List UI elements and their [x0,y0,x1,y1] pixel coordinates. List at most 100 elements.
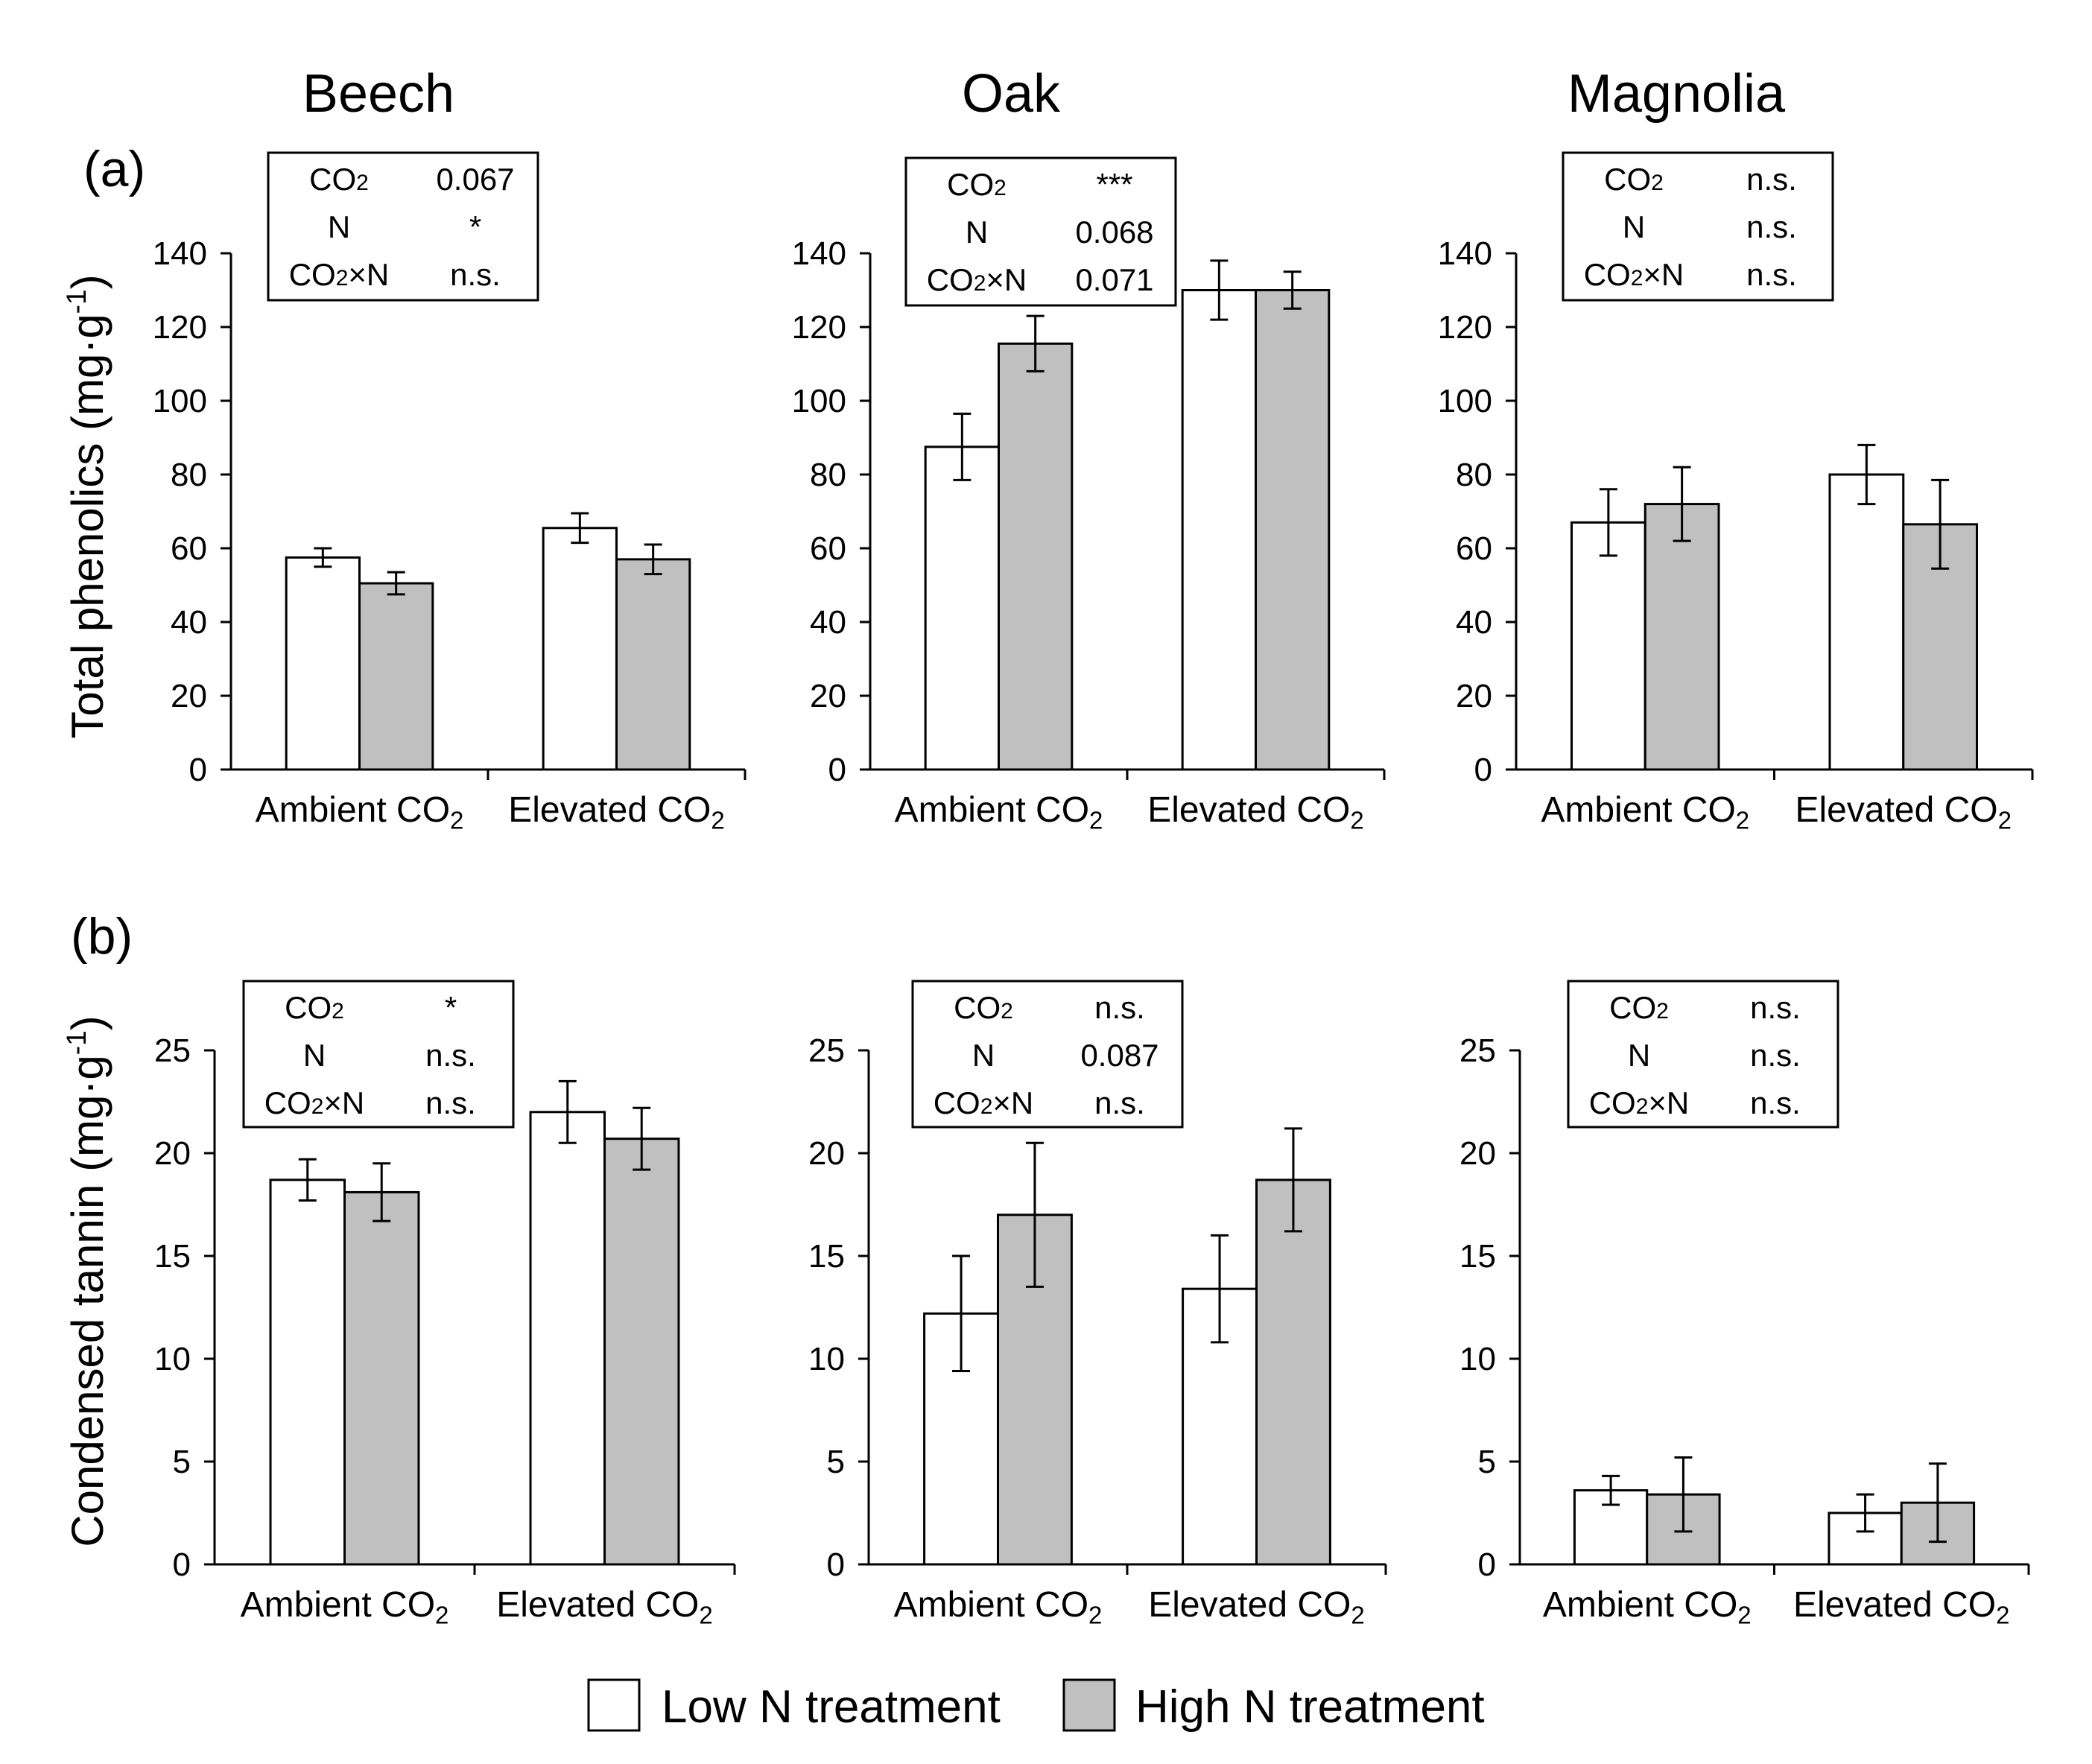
y-tick-label: 120 [153,309,207,346]
x-category-label: Elevated CO2 [496,1585,713,1629]
y-tick-label: 80 [810,457,846,493]
y-tick-label: 15 [154,1238,191,1275]
y-tick-label: 40 [171,604,207,641]
bar-high-n-elevated [1255,289,1331,771]
species-title-beech: Beech [302,64,454,124]
panel-beech-b: 0 5 10 15 20 25 Ambient CO2 Elevated CO2 CO2 * N n.… [154,980,736,1629]
y-tick-label: 60 [810,530,846,567]
y-tick-label: 0 [828,752,846,788]
x-category-label: Elevated CO2 [1148,1585,1365,1629]
stats-value: 0.067 [436,162,514,197]
stats-value: n.s. [425,1038,476,1073]
stats-term: CO2 [1609,990,1669,1025]
stats-value: n.s. [425,1085,476,1120]
y-tick-label: 140 [792,235,846,272]
bar-high-n-ambient [343,1190,420,1566]
y-axis-title-condensed-tannin: Condensed tannin (mg·g-1) [61,1015,112,1546]
y-tick-label: 5 [1478,1444,1496,1480]
y-tick-label: 20 [810,678,846,714]
y-tick-label: 120 [792,309,846,346]
stats-term: N [328,209,350,244]
x-category-label: Ambient CO2 [256,790,464,834]
x-category-label: Elevated CO2 [1793,1585,2010,1629]
bar-high-n-elevated [615,558,691,771]
y-tick-label: 10 [1459,1341,1496,1377]
stats-box-frame [1567,980,1839,1129]
y-tick-label: 80 [171,457,207,493]
stats-value: *** [1096,167,1132,202]
stats-term: CO2 [947,167,1007,202]
stats-box: CO2 *** N 0.068 CO2×N 0.071 [904,156,1177,307]
x-category-label: Ambient CO2 [894,1585,1103,1629]
bar-low-n-ambient [1570,521,1646,771]
y-tick-label: 60 [171,530,207,567]
y-tick-label: 40 [810,604,846,641]
stats-value: n.s. [1746,257,1797,292]
stats-box: CO2 n.s. N 0.087 CO2×N n.s. [911,980,1184,1129]
y-tick-label: 0 [173,1546,191,1583]
stats-term: CO2×N [1589,1085,1690,1120]
stats-value: * [445,990,457,1025]
stats-term: CO2 [954,990,1013,1025]
stats-term: CO2×N [1584,257,1684,292]
y-tick-label: 20 [154,1135,191,1172]
x-category-label: Ambient CO2 [895,790,1103,834]
species-title-oak: Oak [962,64,1061,124]
stats-term: N [966,215,988,250]
stats-value: n.s. [1094,990,1145,1025]
stats-term: N [303,1038,326,1073]
panel-oak-a: 0 20 40 60 80 100 120 140 Ambient CO2 Elevated CO… [792,156,1386,834]
stats-term: CO2×N [289,257,390,292]
panel-oak-b: 0 5 10 15 20 25 Ambient CO2 Elevated CO2 CO2 n.s.… [808,980,1387,1629]
bar-high-n-ambient [998,342,1074,771]
y-tick-label: 25 [808,1032,845,1069]
y-tick-label: 20 [171,678,207,714]
stats-term: N [1623,209,1645,244]
y-tick-label: 10 [808,1341,845,1377]
stats-box: CO2 * N n.s. CO2×N n.s. [242,980,515,1129]
stats-term: N [972,1038,995,1073]
y-tick-label: 5 [827,1444,845,1480]
bar-high-n-elevated [603,1138,680,1566]
legend-swatch-high-n [1062,1678,1116,1732]
stats-box: CO2 n.s. N n.s. CO2×N n.s. [1562,151,1834,302]
bar-low-n-ambient [269,1178,346,1566]
y-tick-label: 100 [792,383,846,419]
x-category-label: Ambient CO2 [1543,1585,1752,1629]
legend: Low N treatment High N treatment [587,1678,1485,1733]
legend-swatch-low-n [587,1678,641,1732]
stats-box-frame [1562,151,1834,302]
stats-box-frame [911,980,1184,1129]
bar-high-n-ambient [1644,503,1720,771]
x-category-label: Ambient CO2 [241,1585,449,1629]
bar-low-n-ambient [924,445,1001,771]
y-tick-label: 15 [1459,1238,1496,1275]
stats-term: CO2 [309,162,369,197]
x-category-label: Ambient CO2 [1541,790,1749,834]
panel-magnolia-a: 0 20 40 60 80 100 120 140 Ambient CO2 Elevated CO… [1438,151,2034,834]
bar-low-n-elevated [1828,473,1905,771]
y-tick-label: 140 [1438,235,1492,272]
y-tick-label: 0 [189,752,207,788]
y-tick-label: 100 [153,383,207,419]
y-tick-label: 140 [153,235,207,272]
stats-term: CO2×N [927,262,1027,297]
y-tick-label: 20 [1459,1135,1496,1172]
y-tick-label: 5 [173,1444,191,1480]
y-tick-label: 15 [808,1238,845,1275]
bar-low-n-ambient [285,556,361,771]
stats-box-frame [904,156,1177,307]
y-tick-label: 25 [154,1032,191,1069]
y-tick-label: 0 [827,1546,845,1583]
y-tick-label: 25 [1459,1032,1496,1069]
stats-value: 0.087 [1080,1038,1158,1073]
y-tick-label: 80 [1456,457,1492,493]
panel-beech-a: 0 20 40 60 80 100 120 140 Ambient CO2 Elevated CO… [153,151,747,834]
y-tick-label: 0 [1478,1546,1496,1583]
stats-value: n.s. [1746,162,1797,197]
bar-low-n-elevated [1182,1287,1258,1566]
bar-high-n-elevated [1255,1178,1331,1566]
stats-value: n.s. [1750,1085,1801,1120]
